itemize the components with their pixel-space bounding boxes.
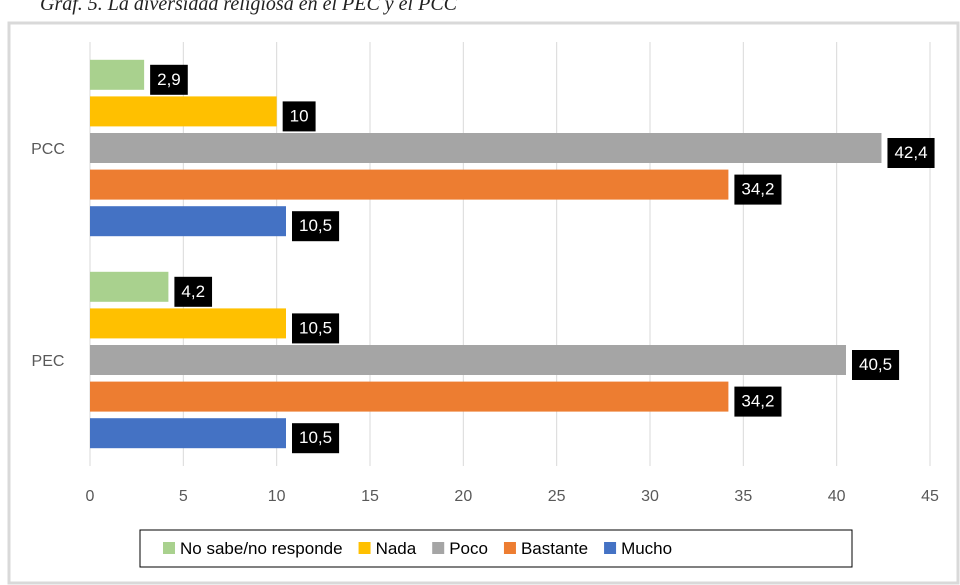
x-tick-label: 40 bbox=[828, 488, 846, 505]
bar bbox=[90, 418, 286, 449]
value-label: 34,2 bbox=[741, 180, 774, 199]
legend-swatch bbox=[358, 542, 371, 554]
value-label-box bbox=[887, 138, 935, 168]
value-label-box bbox=[852, 350, 900, 380]
value-label: 2,9 bbox=[157, 70, 181, 89]
bar bbox=[90, 133, 882, 163]
x-tick-label: 10 bbox=[268, 488, 286, 505]
value-label-box bbox=[282, 101, 316, 132]
x-tick-label: 15 bbox=[361, 488, 379, 505]
value-label-box bbox=[734, 174, 782, 205]
value-label-box bbox=[292, 313, 340, 344]
x-tick-label: 25 bbox=[548, 488, 566, 505]
bar bbox=[90, 381, 729, 412]
legend-swatch bbox=[604, 542, 617, 554]
bar bbox=[90, 169, 729, 200]
legend-box bbox=[139, 529, 853, 568]
legend-label: Bastante bbox=[521, 539, 588, 558]
bar bbox=[90, 271, 169, 302]
y-tick-label: PEC bbox=[32, 353, 65, 370]
bar bbox=[90, 59, 145, 90]
value-label: 10,5 bbox=[299, 318, 332, 337]
x-tick-label: 0 bbox=[86, 488, 95, 505]
chart-title: Graf. 5. La diversidad religiosa en el P… bbox=[40, 0, 458, 15]
legend-label: Mucho bbox=[621, 539, 672, 558]
value-label: 10,5 bbox=[299, 216, 332, 235]
value-label: 10 bbox=[290, 106, 309, 125]
value-label-box bbox=[292, 423, 340, 454]
legend-swatch bbox=[432, 542, 445, 554]
legend-label: Poco bbox=[449, 539, 488, 558]
bar bbox=[90, 308, 286, 339]
bar bbox=[90, 96, 277, 127]
value-label: 42,4 bbox=[894, 143, 927, 162]
value-label-box bbox=[292, 211, 340, 242]
x-tick-label: 35 bbox=[734, 488, 752, 505]
value-label-box bbox=[150, 64, 188, 95]
legend-swatch bbox=[163, 542, 175, 554]
value-label: 34,2 bbox=[741, 392, 774, 411]
legend-label: Nada bbox=[376, 539, 417, 558]
x-tick-label: 45 bbox=[921, 488, 939, 505]
value-label-box bbox=[174, 276, 213, 307]
legend-swatch bbox=[503, 542, 516, 554]
value-label: 10,5 bbox=[299, 428, 332, 447]
x-tick-label: 5 bbox=[179, 488, 188, 505]
value-label: 40,5 bbox=[859, 355, 892, 374]
bar bbox=[90, 206, 286, 237]
y-tick-label: PCC bbox=[31, 141, 65, 158]
x-tick-label: 30 bbox=[641, 488, 659, 505]
value-label-box bbox=[734, 386, 782, 417]
x-tick-label: 20 bbox=[454, 488, 472, 505]
bar bbox=[90, 345, 846, 375]
legend-label: No sabe/no responde bbox=[180, 539, 343, 558]
value-label: 4,2 bbox=[181, 282, 205, 301]
